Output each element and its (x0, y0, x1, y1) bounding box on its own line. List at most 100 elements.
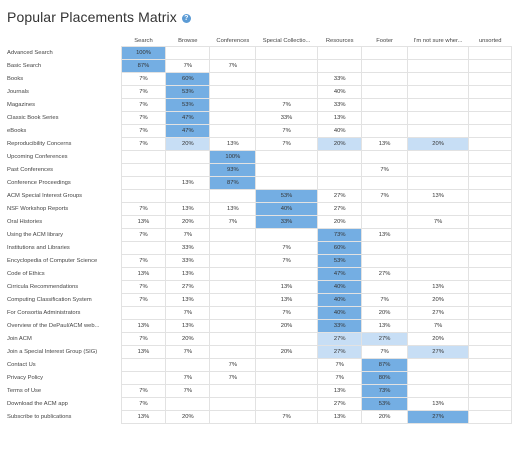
matrix-cell[interactable]: 33% (316, 319, 363, 333)
matrix-cell[interactable] (468, 228, 512, 242)
matrix-cell[interactable] (468, 176, 512, 190)
matrix-cell[interactable] (468, 189, 512, 203)
matrix-cell[interactable] (209, 306, 257, 320)
matrix-cell[interactable] (255, 72, 318, 86)
matrix-cell[interactable]: 20% (406, 332, 470, 346)
matrix-cell[interactable] (468, 267, 512, 281)
matrix-cell[interactable]: 13% (120, 319, 167, 333)
matrix-cell[interactable]: 20% (165, 332, 211, 346)
matrix-cell[interactable] (468, 98, 512, 112)
matrix-cell[interactable]: 27% (361, 332, 408, 346)
matrix-cell[interactable] (209, 319, 257, 333)
matrix-cell[interactable] (209, 85, 257, 99)
matrix-cell[interactable] (468, 150, 512, 164)
matrix-cell[interactable] (361, 241, 408, 255)
matrix-cell[interactable]: 7% (255, 137, 318, 151)
matrix-cell[interactable] (209, 111, 257, 125)
matrix-cell[interactable] (255, 228, 318, 242)
matrix-cell[interactable] (209, 189, 257, 203)
matrix-cell[interactable] (120, 176, 167, 190)
matrix-cell[interactable] (468, 371, 512, 385)
matrix-cell[interactable]: 7% (165, 384, 211, 398)
matrix-cell[interactable] (468, 332, 512, 346)
matrix-cell[interactable] (165, 358, 211, 372)
matrix-cell[interactable] (209, 280, 257, 294)
matrix-cell[interactable]: 27% (361, 267, 408, 281)
matrix-cell[interactable]: 53% (165, 85, 211, 99)
matrix-cell[interactable] (361, 59, 408, 73)
matrix-cell[interactable] (316, 176, 363, 190)
matrix-cell[interactable]: 7% (120, 202, 167, 216)
matrix-cell[interactable]: 7% (165, 228, 211, 242)
matrix-cell[interactable] (209, 46, 257, 60)
matrix-cell[interactable] (468, 410, 512, 424)
matrix-cell[interactable]: 13% (361, 319, 408, 333)
matrix-cell[interactable] (361, 72, 408, 86)
matrix-cell[interactable] (361, 176, 408, 190)
matrix-cell[interactable]: 7% (255, 98, 318, 112)
matrix-cell[interactable] (316, 150, 363, 164)
matrix-cell[interactable]: 27% (406, 410, 470, 424)
matrix-cell[interactable] (120, 150, 167, 164)
matrix-cell[interactable]: 20% (165, 410, 211, 424)
matrix-cell[interactable]: 80% (361, 371, 408, 385)
matrix-cell[interactable]: 100% (209, 150, 257, 164)
matrix-cell[interactable] (406, 163, 470, 177)
matrix-cell[interactable] (406, 202, 470, 216)
matrix-cell[interactable]: 13% (120, 215, 167, 229)
matrix-cell[interactable]: 20% (406, 137, 470, 151)
matrix-cell[interactable]: 7% (255, 254, 318, 268)
matrix-cell[interactable] (406, 46, 470, 60)
matrix-cell[interactable]: 40% (316, 293, 363, 307)
matrix-cell[interactable] (406, 241, 470, 255)
matrix-cell[interactable] (120, 371, 167, 385)
info-circle-icon[interactable]: ? (181, 13, 191, 23)
matrix-cell[interactable] (165, 46, 211, 60)
matrix-cell[interactable]: 7% (120, 111, 167, 125)
matrix-cell[interactable]: 7% (120, 397, 167, 411)
matrix-cell[interactable] (361, 254, 408, 268)
matrix-cell[interactable]: 13% (165, 267, 211, 281)
matrix-cell[interactable] (468, 397, 512, 411)
matrix-cell[interactable]: 33% (316, 72, 363, 86)
matrix-cell[interactable]: 87% (361, 358, 408, 372)
matrix-cell[interactable] (255, 371, 318, 385)
matrix-cell[interactable]: 27% (316, 189, 363, 203)
matrix-cell[interactable] (468, 280, 512, 294)
matrix-cell[interactable] (165, 163, 211, 177)
matrix-cell[interactable]: 40% (316, 280, 363, 294)
matrix-cell[interactable] (361, 111, 408, 125)
matrix-cell[interactable] (255, 358, 318, 372)
matrix-cell[interactable]: 53% (316, 254, 363, 268)
matrix-cell[interactable] (468, 384, 512, 398)
matrix-cell[interactable] (468, 59, 512, 73)
matrix-cell[interactable]: 7% (361, 189, 408, 203)
matrix-cell[interactable]: 7% (255, 410, 318, 424)
matrix-cell[interactable] (468, 319, 512, 333)
matrix-cell[interactable]: 13% (361, 137, 408, 151)
matrix-cell[interactable] (468, 72, 512, 86)
matrix-cell[interactable]: 27% (406, 345, 470, 359)
matrix-cell[interactable]: 33% (255, 215, 318, 229)
matrix-cell[interactable]: 7% (209, 371, 257, 385)
matrix-cell[interactable] (316, 163, 363, 177)
matrix-cell[interactable]: 33% (316, 98, 363, 112)
matrix-cell[interactable]: 7% (120, 280, 167, 294)
matrix-cell[interactable] (316, 59, 363, 73)
matrix-cell[interactable]: 13% (165, 293, 211, 307)
matrix-cell[interactable]: 7% (120, 137, 167, 151)
matrix-cell[interactable]: 13% (255, 280, 318, 294)
matrix-cell[interactable]: 20% (361, 306, 408, 320)
matrix-cell[interactable] (209, 254, 257, 268)
matrix-cell[interactable]: 13% (165, 319, 211, 333)
matrix-cell[interactable] (120, 306, 167, 320)
matrix-cell[interactable] (406, 267, 470, 281)
matrix-cell[interactable]: 7% (165, 371, 211, 385)
matrix-cell[interactable]: 7% (406, 319, 470, 333)
matrix-cell[interactable]: 13% (209, 137, 257, 151)
matrix-cell[interactable]: 100% (120, 46, 167, 60)
matrix-cell[interactable] (255, 150, 318, 164)
matrix-cell[interactable]: 7% (120, 85, 167, 99)
matrix-cell[interactable]: 47% (165, 124, 211, 138)
matrix-cell[interactable] (209, 72, 257, 86)
